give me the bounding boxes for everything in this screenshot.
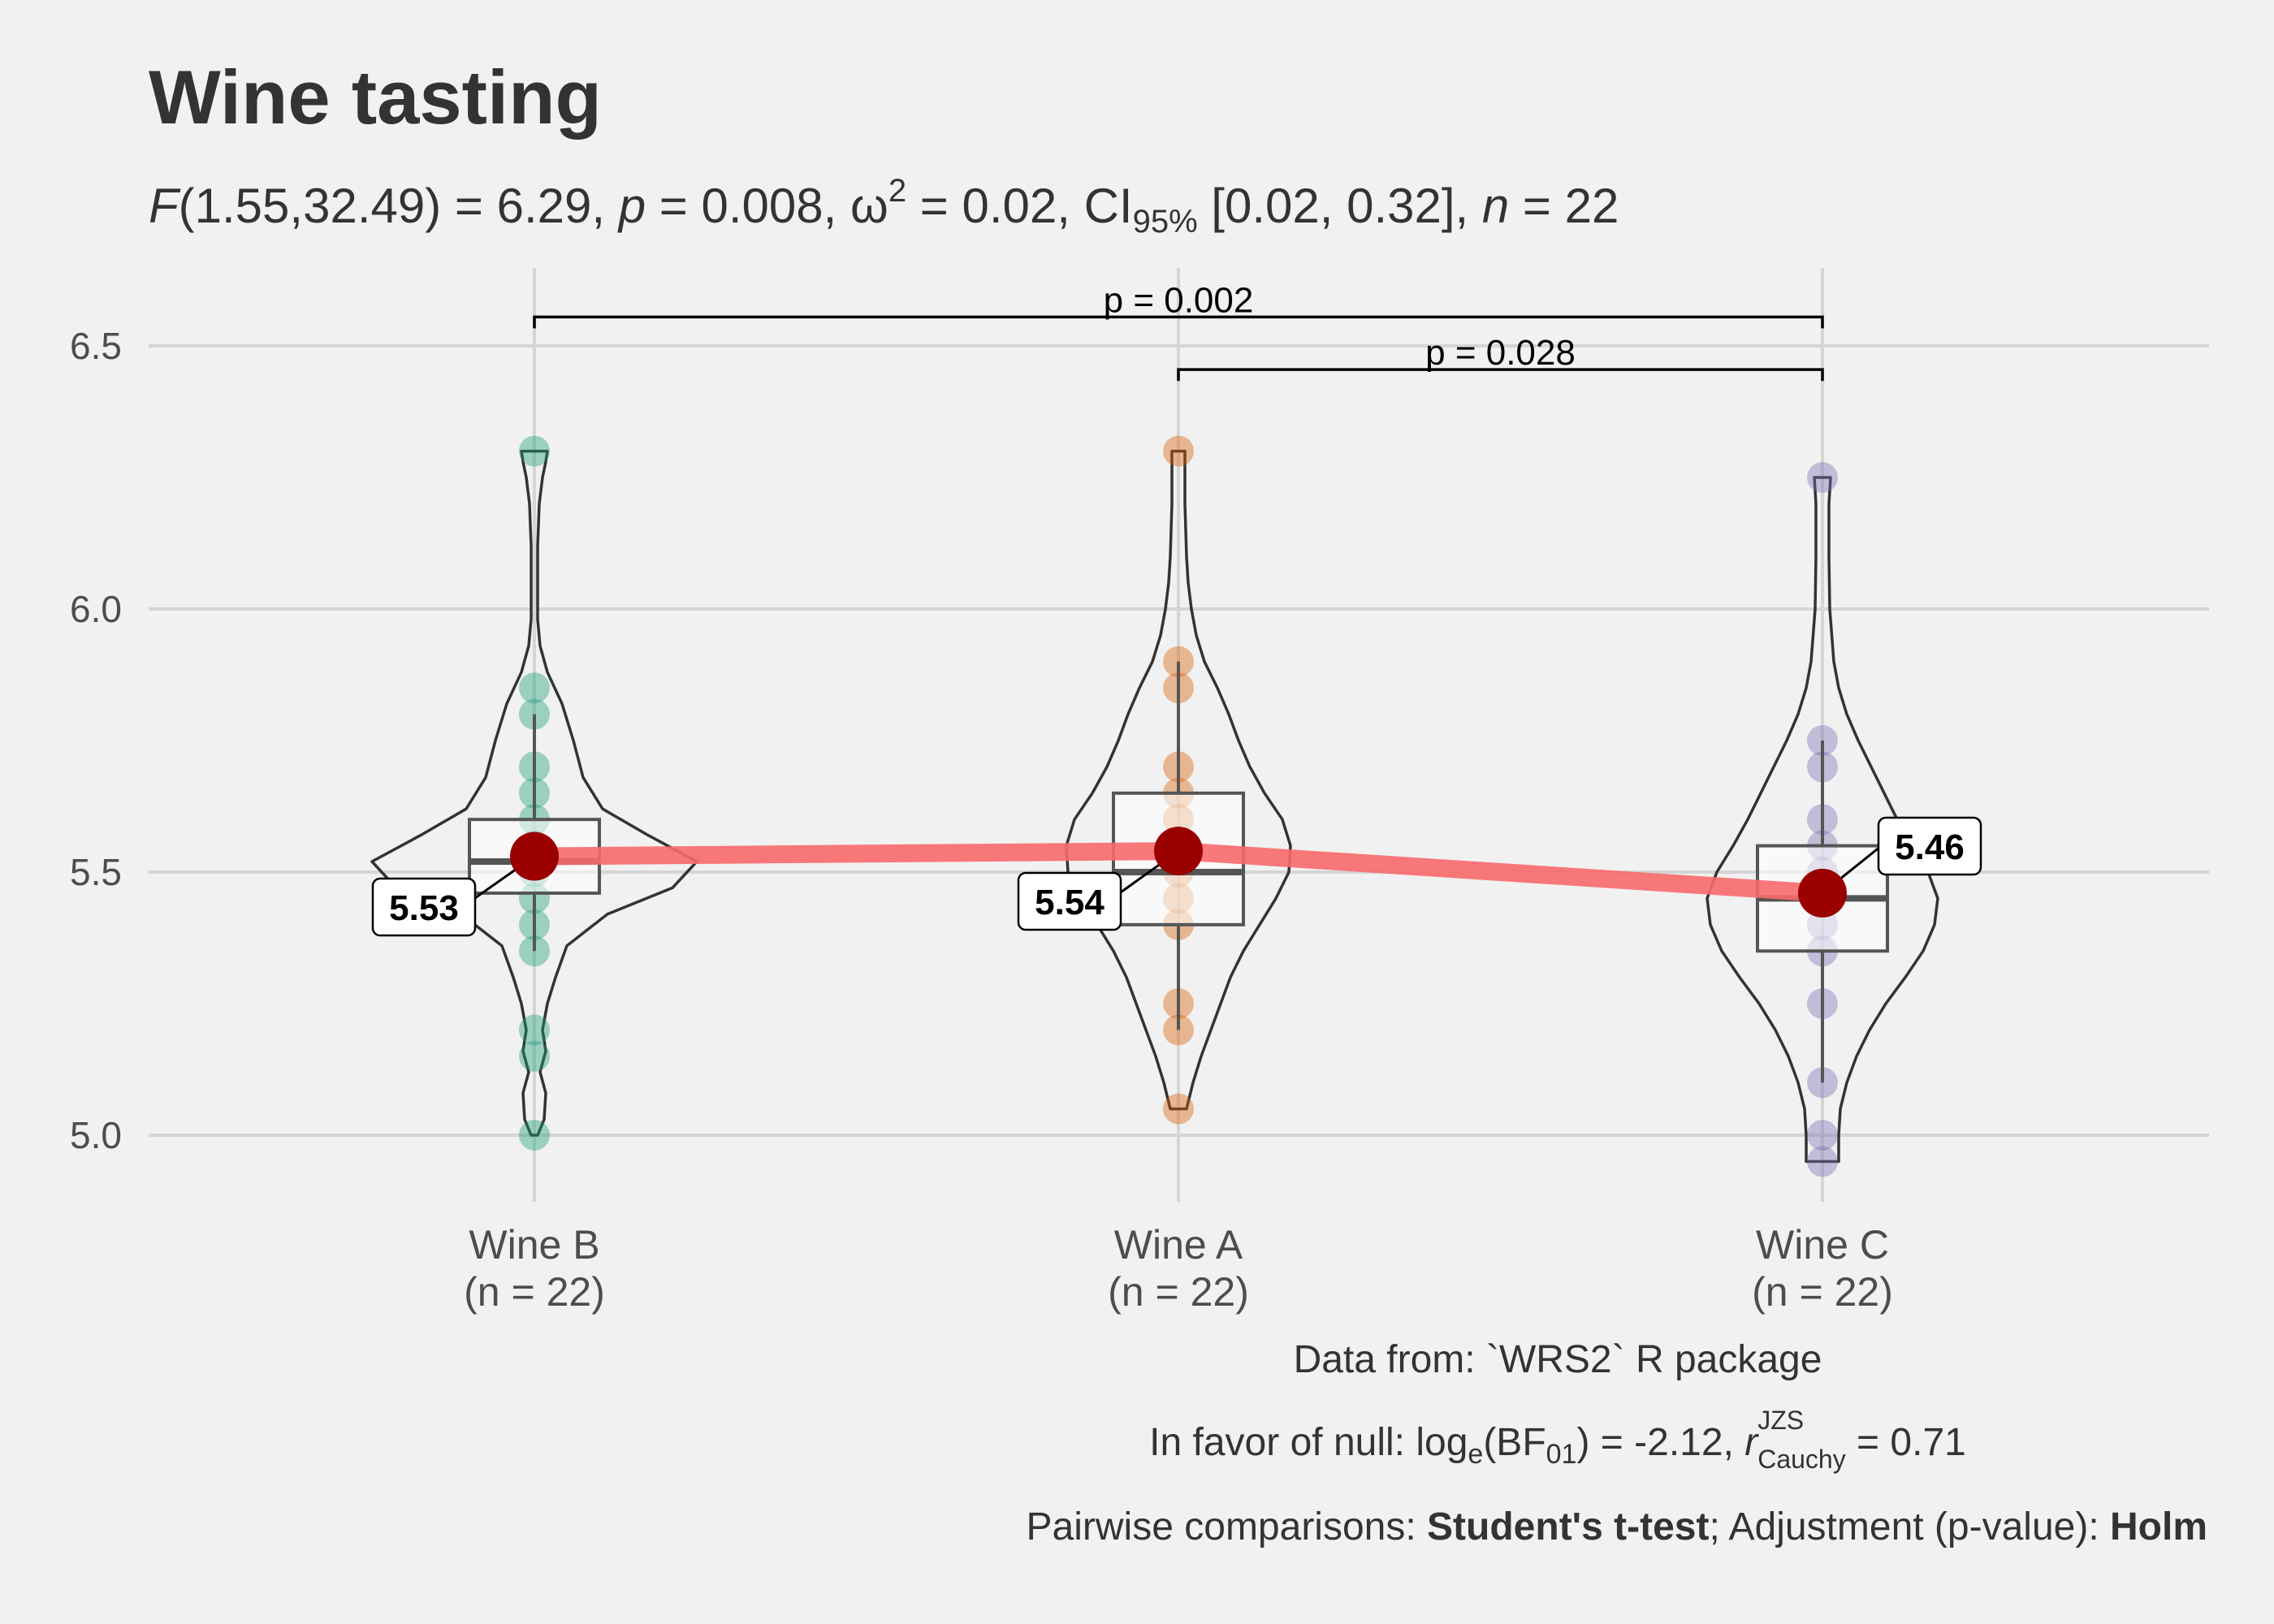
x-category-label: Wine B: [469, 1222, 599, 1268]
caption-pairwise-prefix: Pairwise comparisons:: [1027, 1505, 1428, 1548]
data-point: [519, 435, 550, 467]
mean-point: [510, 831, 559, 881]
y-tick-label: 5.0: [70, 1114, 122, 1156]
pairwise-label: p = 0.028: [1425, 333, 1576, 373]
pairwise-label: p = 0.002: [1104, 280, 1254, 320]
y-tick-label: 5.5: [70, 851, 122, 893]
chart-title: Wine tasting: [149, 54, 602, 140]
caption-bf-text: (BF: [1483, 1421, 1546, 1464]
data-point: [1163, 435, 1194, 467]
x-category-label: Wine C: [1756, 1222, 1889, 1268]
x-category-label: Wine A: [1114, 1222, 1243, 1268]
subtitle-n-text: = 22: [1509, 179, 1619, 233]
mean-layer: 5.53 5.54 5.46: [371, 816, 1982, 937]
data-point: [519, 672, 550, 704]
violin-outline: [370, 449, 698, 1137]
pairwise-bracket: [1177, 368, 1824, 382]
y-tick-label: 6.5: [70, 325, 122, 367]
mean-label-box: [1877, 816, 1982, 876]
caption-r-sub: Cauchy: [1757, 1445, 1846, 1474]
mean-label: 5.53: [389, 888, 459, 928]
mean-label-box: [1017, 871, 1122, 931]
caption-r-label: r: [1744, 1421, 1759, 1464]
pairwise-bracket: [533, 315, 1824, 329]
caption-log-sub: e: [1468, 1439, 1483, 1470]
mean-label: 5.54: [1035, 883, 1105, 922]
mean-label-box: [371, 877, 477, 937]
data-point: [1807, 1146, 1838, 1177]
subtitle-p-label: p: [617, 179, 646, 233]
caption-bayes-mid: ) = -2.12,: [1576, 1421, 1744, 1464]
data-point: [519, 1120, 550, 1151]
data-point: [1163, 1093, 1194, 1125]
subtitle-f-args: (1.55,32.49) = 6.29,: [179, 179, 619, 233]
caption-bayes-prefix: In favor of null: log: [1149, 1421, 1468, 1464]
mean-label: 5.46: [1895, 827, 1965, 867]
data-point: [1807, 1120, 1838, 1151]
x-category-n-label: (n = 22): [1752, 1269, 1893, 1315]
mean-point: [1154, 827, 1203, 876]
caption-r-end: = 0.71: [1846, 1421, 1966, 1464]
x-axis: Wine B(n = 22)Wine A(n = 22)Wine C(n = 2…: [464, 1222, 1893, 1315]
chart-subtitle: F(1.55,32.49) = 6.29, p = 0.008, ω2 = 0.…: [149, 173, 1619, 240]
subtitle-ci-sub: 95%: [1133, 204, 1198, 240]
pairwise-layer: p = 0.002 p = 0.028: [533, 280, 1824, 382]
subtitle-f-label: F: [149, 179, 181, 233]
subtitle-omega-text: = 0.02, CI: [906, 179, 1133, 233]
caption-bayes: In favor of null: loge(BF01) = -2.12, rJ…: [1149, 1406, 1966, 1474]
caption-data-source: Data from: `WRS2` R package: [1294, 1338, 1822, 1381]
mean-point: [1798, 868, 1847, 918]
x-category-n-label: (n = 22): [464, 1269, 605, 1315]
subtitle-n-label: n: [1482, 179, 1509, 233]
caption-bf-sub: 01: [1546, 1439, 1577, 1470]
caption-pairwise-mid: ; Adjustment (p-value):: [1709, 1505, 2110, 1548]
y-tick-label: 6.0: [70, 588, 122, 630]
caption-r-sup: JZS: [1757, 1406, 1804, 1435]
caption-pairwise: Pairwise comparisons: Student's t-test; …: [1027, 1505, 2207, 1548]
data-point: [519, 1014, 550, 1046]
subtitle-p-text: = 0.008,: [646, 179, 850, 233]
caption-pairwise-test: Student's t-test: [1427, 1505, 1709, 1548]
data-point: [1807, 462, 1838, 493]
data-point: [519, 1040, 550, 1072]
caption-pairwise-method: Holm: [2110, 1505, 2207, 1548]
violin-outline: [1706, 476, 1939, 1164]
subtitle-omega-sup: 2: [888, 173, 906, 209]
y-axis: 5.0 5.5 6.0 6.5: [70, 325, 122, 1156]
x-category-n-label: (n = 22): [1108, 1269, 1249, 1315]
subtitle-omega: ω: [850, 179, 888, 233]
subtitle-ci-text: [0.02, 0.32],: [1198, 179, 1482, 233]
